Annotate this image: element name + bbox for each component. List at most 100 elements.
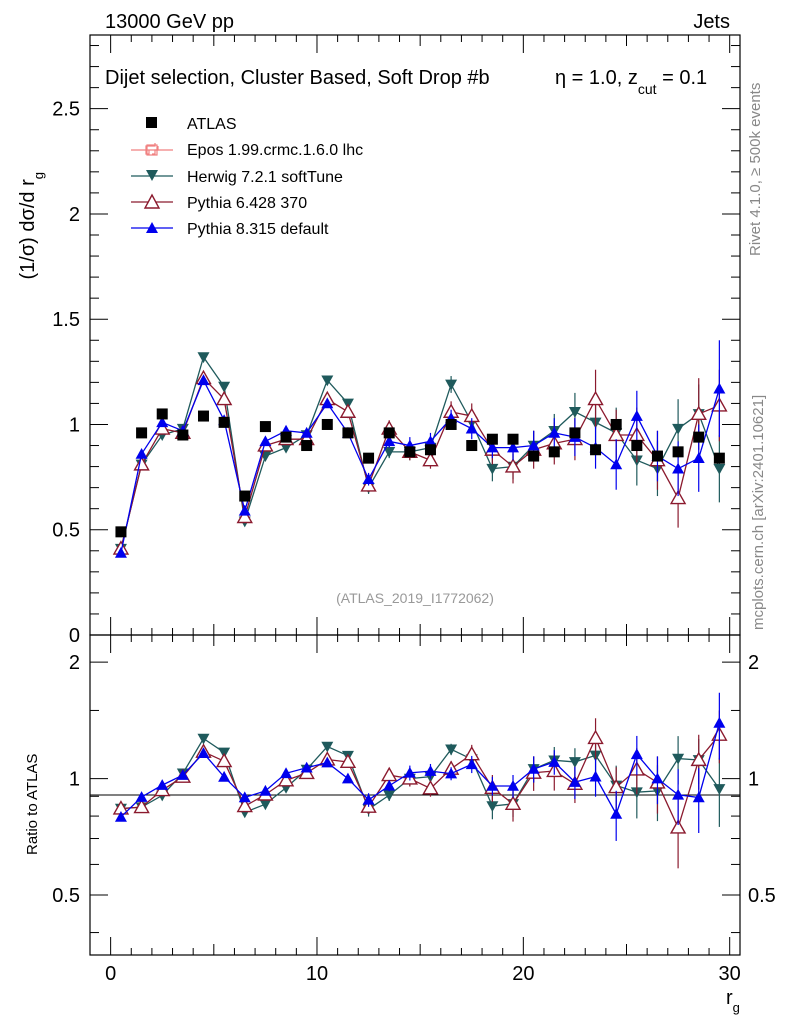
data-point xyxy=(590,444,602,456)
series-point xyxy=(236,508,253,524)
series-point xyxy=(383,447,396,458)
series-ratio-line xyxy=(120,734,720,830)
series-point xyxy=(197,374,210,386)
ratio-tick-label-right: 1 xyxy=(748,769,759,791)
data-point xyxy=(651,450,663,462)
legend-marker-pythia6 xyxy=(143,193,161,209)
series-point xyxy=(651,772,664,784)
series-point xyxy=(465,422,478,434)
series-point xyxy=(568,757,581,768)
series-point xyxy=(610,458,623,470)
ratio-tick-label: 0.5 xyxy=(52,885,80,907)
series-point xyxy=(339,753,357,769)
series-point xyxy=(218,381,231,393)
series-point xyxy=(486,801,499,812)
series-point xyxy=(383,435,396,447)
data-point xyxy=(466,440,478,452)
series-point xyxy=(568,407,581,418)
data-point xyxy=(693,431,705,443)
y-axis-title: (1/σ) dσ/d rg xyxy=(17,172,46,280)
series-point xyxy=(445,744,458,756)
x-tick-label: 10 xyxy=(306,963,328,985)
legend-label-epos: Epos 1.99.crmc.1.6.0 lhc xyxy=(187,142,363,159)
series-point xyxy=(672,753,685,765)
series-point xyxy=(692,452,705,463)
data-point xyxy=(301,440,313,452)
series-point xyxy=(587,390,604,406)
series-point xyxy=(422,451,439,467)
series-point xyxy=(277,771,295,787)
y-axis-title-base: (1/σ) dσ/d r xyxy=(17,179,39,280)
series-ratio-line xyxy=(120,722,720,818)
series-point xyxy=(259,784,272,796)
data-point xyxy=(342,427,354,439)
data-point xyxy=(548,446,560,458)
ratio-axis-title: Ratio to ATLAS xyxy=(24,754,41,855)
series-point xyxy=(690,751,707,767)
series-point xyxy=(300,761,313,773)
chart-title: Dijet selection, Cluster Based, Soft Dro… xyxy=(105,67,707,97)
series-point xyxy=(507,441,520,453)
data-point xyxy=(218,416,230,428)
y-tick-label: 0.5 xyxy=(52,520,80,542)
chart-title-sub: cut xyxy=(638,81,657,97)
series-point xyxy=(424,435,437,447)
series-point xyxy=(280,767,293,779)
ratio-tick-label: 2 xyxy=(69,652,80,674)
series-point xyxy=(465,758,478,770)
chart-title-tail: = 0.1 xyxy=(657,67,708,89)
series-point xyxy=(672,423,685,435)
legend-label-herwig: Herwig 7.2.1 softTune xyxy=(187,169,343,186)
ratio-tick-label-right: 2 xyxy=(748,652,759,674)
legend-marker-pythia8 xyxy=(146,222,158,233)
series-point xyxy=(321,741,334,753)
series-point xyxy=(197,747,210,758)
legend-marker-herwig xyxy=(146,170,158,181)
series-point xyxy=(236,797,253,813)
series-point xyxy=(713,784,726,795)
series-point xyxy=(133,456,150,471)
series-point xyxy=(672,788,685,800)
data-point xyxy=(156,408,168,420)
x-axis-title: rg xyxy=(726,987,740,1015)
y-tick-label: 2 xyxy=(69,204,80,226)
series-point xyxy=(692,791,705,803)
series-point xyxy=(215,390,233,406)
series-point xyxy=(114,546,127,558)
x-axis-title-sub: g xyxy=(733,1000,740,1015)
series-group xyxy=(112,340,728,869)
legend-label-atlas: ATLAS xyxy=(187,116,237,133)
ratio-tick-label-right: 0.5 xyxy=(748,885,776,907)
series-point xyxy=(383,779,396,791)
rivet-label-ge: ≥ xyxy=(747,168,764,176)
rivet-label: Rivet 4.1.0, ≥ 500k events xyxy=(747,83,764,256)
series-point xyxy=(176,769,189,780)
series-point xyxy=(713,716,726,728)
series-point xyxy=(341,772,354,784)
analysis-label: (ATLAS_2019_I1772062) xyxy=(336,590,494,606)
series-point xyxy=(548,426,561,438)
series-point xyxy=(215,752,233,768)
series-point xyxy=(321,375,334,387)
y-axis-title-sub: g xyxy=(31,172,46,179)
series-point xyxy=(713,463,726,475)
data-point xyxy=(507,433,519,445)
series-point xyxy=(156,779,169,790)
series-point xyxy=(135,791,148,802)
series-point xyxy=(259,799,272,811)
data-point xyxy=(404,446,416,458)
data-point xyxy=(383,427,395,439)
series-atlas xyxy=(115,408,725,538)
series-point xyxy=(114,810,127,822)
series-line xyxy=(120,376,720,549)
x-tick-label: 0 xyxy=(105,963,116,985)
data-point xyxy=(610,418,622,430)
series-line xyxy=(120,378,720,554)
series-point xyxy=(610,807,623,819)
rivet-label-prefix: Rivet 4.1.0, xyxy=(747,176,764,256)
series-point xyxy=(238,504,251,516)
data-point xyxy=(239,490,251,502)
x-tick-label: 30 xyxy=(719,963,741,985)
data-point xyxy=(672,446,684,458)
